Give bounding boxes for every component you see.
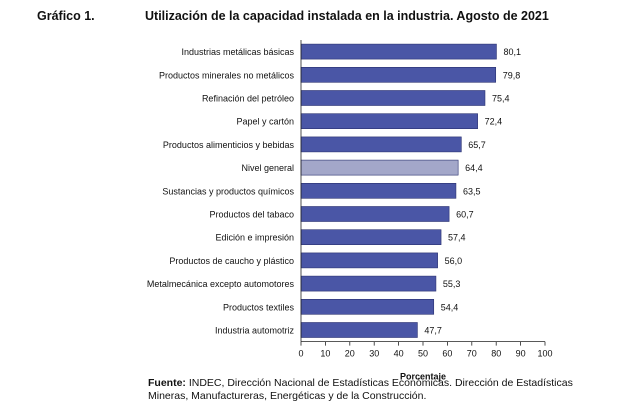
category-label: Productos alimenticios y bebidas bbox=[163, 140, 295, 150]
value-label: 60,7 bbox=[456, 210, 474, 220]
category-label: Sustancias y productos químicos bbox=[162, 186, 294, 196]
x-tick-label: 50 bbox=[418, 349, 428, 359]
x-tick-label: 10 bbox=[320, 349, 330, 359]
bar bbox=[300, 183, 457, 199]
value-label: 57,4 bbox=[448, 233, 466, 243]
figure-label: Gráfico 1. bbox=[37, 9, 95, 23]
value-label: 75,4 bbox=[492, 94, 510, 104]
value-label: 72,4 bbox=[485, 117, 503, 127]
category-label: Industrias metálicas básicas bbox=[181, 47, 294, 57]
x-tick-label: 70 bbox=[467, 349, 477, 359]
value-label: 47,7 bbox=[424, 326, 442, 336]
value-label: 55,3 bbox=[443, 279, 461, 289]
category-label: Metalmecánica excepto automotores bbox=[147, 279, 295, 289]
category-label: Edición e impresión bbox=[215, 233, 294, 243]
x-tick-label: 30 bbox=[369, 349, 379, 359]
chart-title: Utilización de la capacidad instalada en… bbox=[145, 9, 549, 23]
source-label: Fuente: bbox=[148, 377, 186, 389]
category-label: Papel y cartón bbox=[236, 117, 294, 127]
x-axis-title: Porcentaje bbox=[400, 372, 446, 382]
bar bbox=[300, 275, 437, 292]
x-tick-label: 20 bbox=[345, 349, 355, 359]
category-label: Productos del tabaco bbox=[209, 210, 294, 220]
source-note: Fuente: INDEC, Dirección Nacional de Est… bbox=[148, 377, 588, 403]
x-tick-label: 100 bbox=[537, 349, 552, 359]
x-tick-label: 40 bbox=[394, 349, 404, 359]
x-tick-label: 90 bbox=[516, 349, 526, 359]
bar bbox=[300, 159, 459, 176]
bar bbox=[300, 113, 478, 129]
bar bbox=[300, 229, 442, 245]
category-label: Productos textiles bbox=[223, 302, 295, 312]
category-label: Productos minerales no metálicos bbox=[159, 70, 295, 80]
bar bbox=[300, 322, 418, 338]
bar bbox=[300, 298, 435, 315]
x-tick-label: 60 bbox=[442, 349, 452, 359]
value-label: 56,0 bbox=[445, 256, 463, 266]
value-label: 79,8 bbox=[503, 70, 521, 80]
x-tick-label: 0 bbox=[298, 349, 303, 359]
category-label: Productos de caucho y plástico bbox=[169, 256, 294, 266]
value-label: 64,4 bbox=[465, 163, 483, 173]
bar bbox=[300, 90, 486, 106]
value-label: 80,1 bbox=[503, 47, 521, 57]
source-text: INDEC, Dirección Nacional de Estadística… bbox=[148, 377, 573, 402]
value-label: 63,5 bbox=[463, 186, 481, 196]
category-label: Nivel general bbox=[241, 163, 294, 173]
bar bbox=[300, 136, 462, 153]
bar bbox=[300, 67, 497, 83]
x-tick-label: 80 bbox=[491, 349, 501, 359]
value-label: 65,7 bbox=[468, 140, 486, 150]
bar bbox=[300, 206, 450, 222]
bar bbox=[300, 43, 497, 60]
bar bbox=[300, 252, 438, 269]
category-label: Refinación del petróleo bbox=[202, 94, 294, 104]
category-label: Industria automotriz bbox=[215, 326, 295, 336]
value-label: 54,4 bbox=[441, 302, 459, 312]
